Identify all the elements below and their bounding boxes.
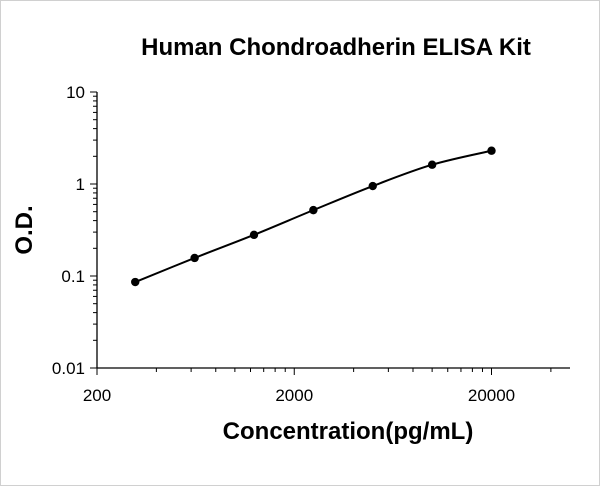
- x-tick-label: 200: [83, 386, 111, 405]
- data-point: [249, 230, 259, 240]
- x-axis-label: Concentration(pg/mL): [223, 418, 474, 445]
- data-point: [368, 181, 377, 191]
- chart-title: Human Chondroadherin ELISA Kit: [141, 34, 531, 61]
- data-points: [131, 146, 496, 287]
- data-point: [309, 205, 318, 215]
- fit-curve: [134, 149, 492, 283]
- data-point: [427, 160, 437, 169]
- y-tick-label: 0.01: [52, 359, 85, 378]
- y-axis-label: O.D.: [11, 205, 38, 254]
- axes: 0.01 0.1 1 10 200 2000 20000: [52, 83, 570, 405]
- data-point: [131, 277, 140, 287]
- data-point: [190, 253, 199, 263]
- y-tick-label: 0.1: [61, 267, 85, 286]
- data-point: [487, 146, 496, 155]
- x-tick-label: 20000: [468, 386, 515, 405]
- x-tick-label: 2000: [275, 386, 313, 405]
- y-tick-label: 10: [66, 83, 85, 102]
- y-tick-label: 1: [76, 175, 85, 194]
